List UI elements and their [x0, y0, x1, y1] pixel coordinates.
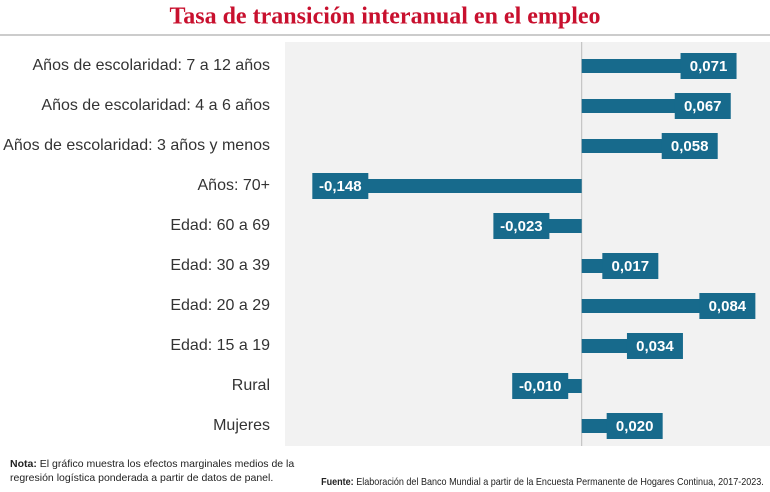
value-label-box [699, 293, 756, 319]
source-label: Fuente: [321, 476, 354, 488]
category-label: Rural [232, 377, 270, 394]
note: Nota: El gráfico muestra los efectos mar… [10, 457, 295, 485]
note-label: Nota: [10, 458, 37, 470]
value-label-box [312, 173, 369, 199]
bar [581, 59, 685, 73]
value-label: 0,067 [684, 98, 722, 115]
bar [548, 219, 582, 233]
value-label-box [602, 253, 659, 279]
category-label: Edad: 60 a 69 [170, 217, 270, 234]
category-label: Años de escolaridad: 4 a 6 años [41, 97, 270, 114]
category-label: Años de escolaridad: 3 años y menos [3, 137, 270, 154]
category-label: Edad: 15 a 19 [170, 337, 270, 354]
bar [581, 299, 704, 313]
category-label: Edad: 30 a 39 [170, 257, 270, 274]
category-label: Mujeres [213, 417, 270, 434]
value-label-box [661, 133, 718, 159]
value-label: 0,084 [709, 298, 747, 315]
bar [581, 259, 607, 273]
value-label: -0,148 [319, 178, 362, 195]
bar [567, 379, 582, 393]
value-label: -0,023 [500, 218, 543, 235]
value-label: 0,071 [690, 58, 728, 75]
value-label-box [493, 213, 550, 239]
value-label: 0,017 [612, 258, 650, 275]
value-label-box [626, 333, 683, 359]
value-label-box [512, 373, 569, 399]
source-text: Elaboración del Banco Mundial a partir d… [356, 476, 764, 488]
value-label-box [680, 53, 737, 79]
value-label: 0,058 [671, 138, 709, 155]
value-label: -0,010 [519, 378, 562, 395]
chart: Tasa de transición interanual en el empl… [0, 4, 770, 446]
bar [581, 419, 611, 433]
value-label: 0,020 [616, 418, 654, 435]
category-label: Años de escolaridad: 7 a 12 años [33, 57, 271, 74]
value-label: 0,034 [636, 338, 674, 355]
value-label-box [606, 413, 663, 439]
bar [367, 179, 582, 193]
bar [581, 139, 666, 153]
chart-title: Tasa de transición interanual en el empl… [169, 4, 600, 30]
value-label-box [674, 93, 731, 119]
source: Fuente: Elaboración del Banco Mundial a … [321, 475, 764, 489]
bar [581, 339, 631, 353]
category-label: Años: 70+ [198, 177, 271, 194]
note-text: El gráfico muestra los efectos marginale… [10, 458, 295, 484]
bar [581, 99, 679, 113]
category-label: Edad: 20 a 29 [170, 297, 270, 314]
